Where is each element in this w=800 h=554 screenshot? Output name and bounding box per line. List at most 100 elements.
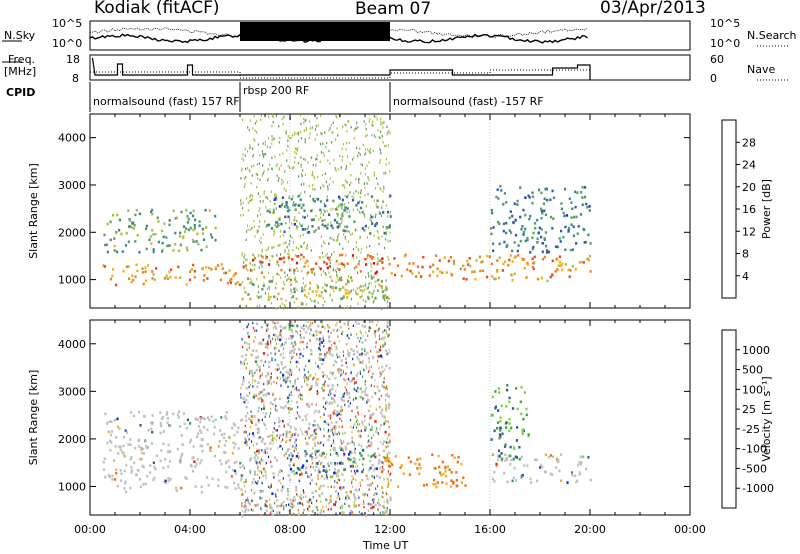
velocity-cell bbox=[145, 444, 148, 448]
power-speckle bbox=[302, 233, 304, 236]
power-cell bbox=[269, 210, 272, 214]
power-cell bbox=[282, 256, 285, 260]
velocity-speckle bbox=[370, 506, 372, 510]
power-cell bbox=[507, 263, 510, 267]
velocity-cell bbox=[268, 365, 271, 369]
power-cell bbox=[469, 264, 472, 268]
power-speckle bbox=[330, 221, 332, 224]
power-speckle bbox=[272, 115, 274, 118]
velocity-cell bbox=[371, 463, 374, 467]
power-cell bbox=[174, 276, 177, 279]
power-speckle bbox=[280, 253, 282, 256]
velocity-cell bbox=[444, 466, 447, 470]
power-speckle bbox=[344, 225, 346, 228]
velocity-speckle bbox=[331, 428, 333, 431]
power-speckle bbox=[368, 120, 370, 123]
velocity-cell bbox=[385, 456, 388, 460]
power-speckle bbox=[376, 279, 378, 283]
velocity-cell bbox=[455, 471, 458, 474]
power-speckle bbox=[243, 185, 246, 188]
power-cell bbox=[115, 283, 118, 287]
power-speckle bbox=[382, 200, 384, 203]
velocity-cell bbox=[309, 498, 312, 502]
power-cell bbox=[342, 263, 345, 266]
velocity-speckle bbox=[274, 436, 276, 440]
velocity-speckle bbox=[385, 491, 387, 494]
power-cell bbox=[526, 236, 529, 240]
velocity-speckle bbox=[338, 340, 340, 343]
velocity-cell bbox=[346, 442, 349, 445]
velocity-cell bbox=[504, 459, 507, 462]
velocity-cell bbox=[185, 426, 188, 430]
power-cell bbox=[132, 227, 136, 230]
velocity-cell bbox=[349, 458, 352, 462]
velocity-speckle bbox=[241, 502, 243, 505]
power-speckle bbox=[260, 236, 262, 240]
velocity-speckle bbox=[358, 504, 360, 507]
power-speckle bbox=[280, 205, 282, 208]
power-cell bbox=[195, 240, 198, 243]
power-cell bbox=[286, 206, 289, 209]
velocity-cell bbox=[272, 380, 275, 384]
velocity-speckle bbox=[305, 418, 307, 421]
velocity-cell bbox=[506, 480, 509, 484]
velocity-cell bbox=[574, 474, 577, 477]
velocity-cell bbox=[354, 461, 357, 465]
power-cell bbox=[508, 229, 511, 232]
velocity-cell bbox=[325, 470, 328, 474]
power-speckle bbox=[296, 227, 298, 230]
velocity-speckle bbox=[367, 334, 369, 337]
velocity-speckle bbox=[346, 365, 348, 369]
velocity-speckle bbox=[338, 412, 340, 416]
power-cell bbox=[133, 223, 136, 227]
power-cell bbox=[341, 297, 344, 300]
velocity-speckle bbox=[307, 370, 309, 374]
power-speckle bbox=[240, 283, 242, 286]
power-speckle bbox=[329, 236, 331, 240]
velocity-cell bbox=[102, 460, 105, 464]
power-speckle bbox=[261, 174, 263, 177]
power-speckle bbox=[340, 204, 342, 208]
power-cell bbox=[184, 230, 187, 233]
velocity-speckle bbox=[380, 372, 382, 376]
velocity-cell bbox=[209, 449, 212, 453]
velocity-speckle bbox=[283, 343, 285, 346]
power-speckle bbox=[342, 125, 344, 129]
velocity-speckle bbox=[331, 344, 333, 347]
velocity-cell bbox=[274, 368, 278, 371]
velocity-cell bbox=[271, 492, 274, 495]
velocity-cell bbox=[308, 405, 311, 408]
velocity-cell bbox=[287, 423, 290, 426]
velocity-cell bbox=[225, 439, 228, 443]
power-speckle bbox=[329, 261, 331, 265]
power-speckle bbox=[339, 224, 341, 228]
power-cell bbox=[374, 224, 377, 227]
power-cell bbox=[187, 228, 190, 232]
power-speckle bbox=[367, 176, 369, 179]
power-cell bbox=[324, 204, 327, 208]
power-speckle bbox=[362, 299, 364, 302]
freq-unit-label: [MHz] bbox=[4, 65, 37, 78]
velocity-cell bbox=[511, 407, 515, 410]
velocity-cell bbox=[197, 425, 201, 428]
velocity-cell bbox=[351, 511, 354, 514]
velocity-cell bbox=[327, 384, 330, 387]
power-speckle bbox=[260, 213, 262, 216]
velocity-speckle bbox=[352, 398, 355, 401]
velocity-speckle bbox=[252, 321, 254, 325]
power-cell bbox=[567, 226, 571, 230]
power-cell bbox=[313, 199, 316, 203]
power-speckle bbox=[297, 269, 299, 272]
power-cell bbox=[421, 265, 424, 269]
velocity-speckle bbox=[282, 433, 284, 436]
velocity-speckle bbox=[387, 477, 389, 481]
power-cell bbox=[217, 264, 220, 267]
velocity-speckle bbox=[300, 352, 302, 356]
velocity-speckle bbox=[249, 471, 251, 474]
power-cell bbox=[355, 204, 358, 207]
velocity-speckle bbox=[329, 394, 331, 397]
power-cell bbox=[193, 270, 196, 273]
velocity-cell bbox=[356, 406, 359, 410]
velocity-cell bbox=[319, 511, 322, 514]
velocity-cell bbox=[280, 361, 283, 364]
